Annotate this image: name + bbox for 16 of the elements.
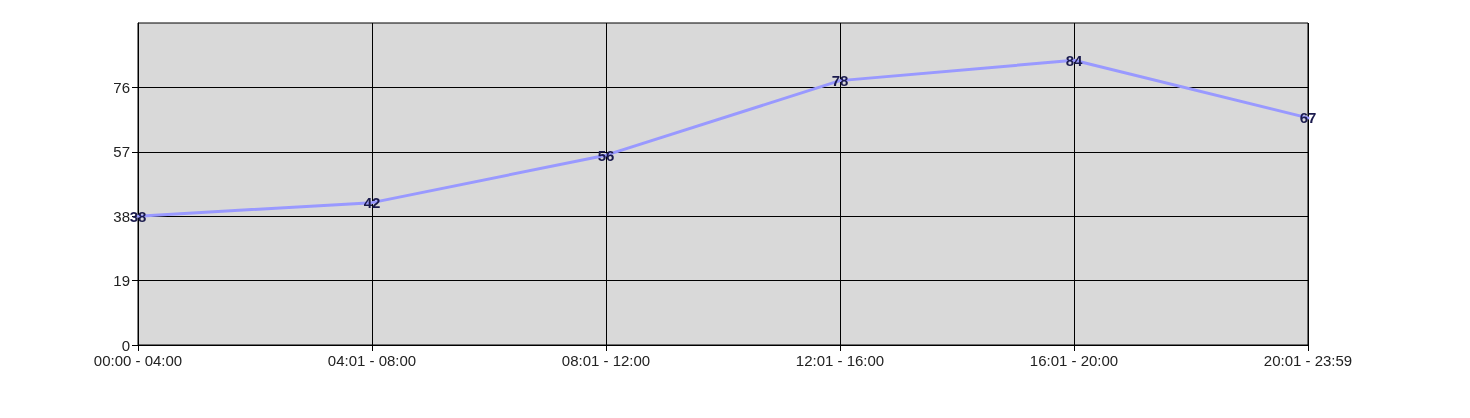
data-label: 84 bbox=[1065, 51, 1083, 69]
y-tick-label: 0 bbox=[121, 336, 130, 354]
x-tick-label: 04:01 - 08:00 bbox=[327, 352, 417, 369]
x-tick-label: 00:00 - 04:00 bbox=[93, 352, 183, 369]
y-tick-label: 76 bbox=[113, 78, 130, 96]
data-label: 42 bbox=[363, 194, 381, 212]
data-label: 38 bbox=[129, 207, 147, 225]
data-label: 78 bbox=[831, 72, 849, 90]
y-tick-label: 57 bbox=[113, 143, 130, 161]
x-tick-label: 20:01 - 23:59 bbox=[1263, 352, 1353, 369]
y-tick-label: 38 bbox=[113, 207, 130, 225]
x-tick-label: 08:01 - 12:00 bbox=[561, 352, 651, 369]
x-tick-label: 16:01 - 20:00 bbox=[1029, 352, 1119, 369]
y-tick-label: 19 bbox=[113, 272, 130, 290]
data-label: 67 bbox=[1299, 109, 1317, 127]
x-tick-label: 12:01 - 16:00 bbox=[795, 352, 885, 369]
